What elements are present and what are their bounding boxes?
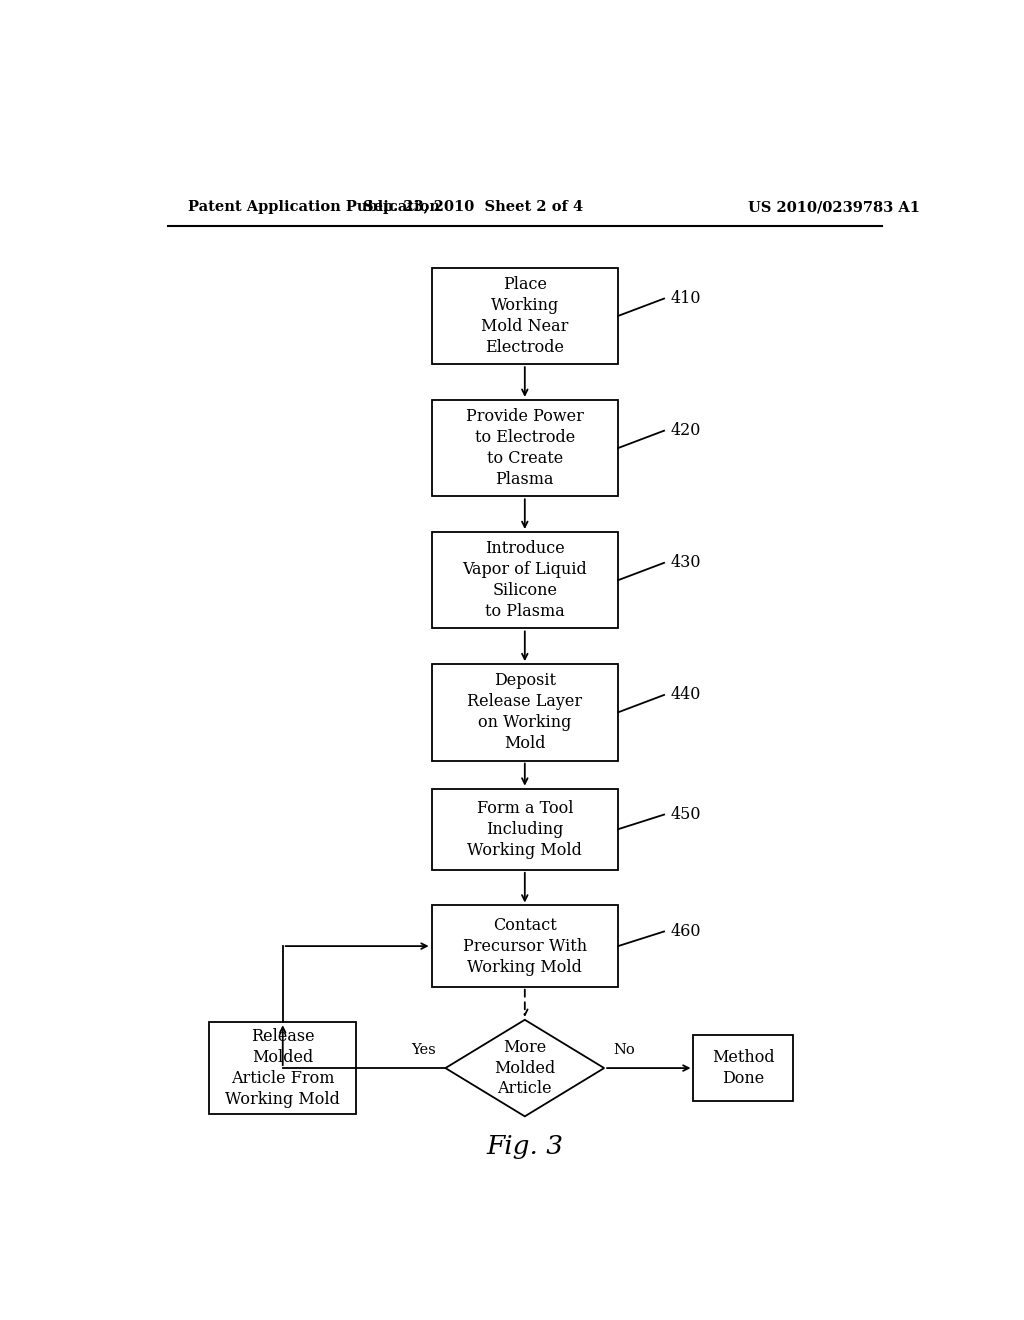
FancyBboxPatch shape bbox=[431, 268, 618, 364]
Text: More
Molded
Article: More Molded Article bbox=[495, 1039, 555, 1097]
Text: Method
Done: Method Done bbox=[712, 1049, 774, 1088]
Polygon shape bbox=[445, 1020, 604, 1117]
Text: Fig. 3: Fig. 3 bbox=[486, 1134, 563, 1159]
Text: Patent Application Publication: Patent Application Publication bbox=[187, 201, 439, 214]
FancyBboxPatch shape bbox=[209, 1022, 356, 1114]
Text: Provide Power
to Electrode
to Create
Plasma: Provide Power to Electrode to Create Pla… bbox=[466, 408, 584, 488]
Text: 430: 430 bbox=[671, 554, 700, 572]
Text: Form a Tool
Including
Working Mold: Form a Tool Including Working Mold bbox=[467, 800, 583, 858]
FancyBboxPatch shape bbox=[693, 1035, 793, 1101]
Text: No: No bbox=[613, 1043, 636, 1057]
Text: Deposit
Release Layer
on Working
Mold: Deposit Release Layer on Working Mold bbox=[467, 672, 583, 752]
Text: 410: 410 bbox=[671, 290, 700, 308]
Text: 420: 420 bbox=[671, 422, 700, 440]
FancyBboxPatch shape bbox=[431, 906, 618, 987]
Text: Release
Molded
Article From
Working Mold: Release Molded Article From Working Mold bbox=[225, 1028, 340, 1107]
Text: 460: 460 bbox=[671, 923, 700, 940]
FancyBboxPatch shape bbox=[431, 400, 618, 496]
Text: Yes: Yes bbox=[412, 1043, 436, 1057]
FancyBboxPatch shape bbox=[431, 788, 618, 870]
Text: 450: 450 bbox=[671, 807, 700, 824]
Text: Introduce
Vapor of Liquid
Silicone
to Plasma: Introduce Vapor of Liquid Silicone to Pl… bbox=[463, 540, 587, 620]
Text: 440: 440 bbox=[671, 686, 700, 704]
Text: Sep. 23, 2010  Sheet 2 of 4: Sep. 23, 2010 Sheet 2 of 4 bbox=[364, 201, 584, 214]
Text: Contact
Precursor With
Working Mold: Contact Precursor With Working Mold bbox=[463, 916, 587, 975]
Text: Place
Working
Mold Near
Electrode: Place Working Mold Near Electrode bbox=[481, 276, 568, 356]
Text: US 2010/0239783 A1: US 2010/0239783 A1 bbox=[749, 201, 921, 214]
FancyBboxPatch shape bbox=[431, 532, 618, 628]
FancyBboxPatch shape bbox=[431, 664, 618, 760]
